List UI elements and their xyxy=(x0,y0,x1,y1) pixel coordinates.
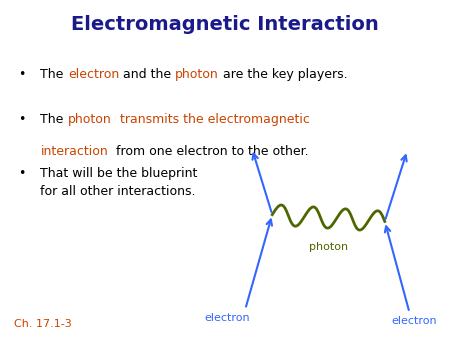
Text: The: The xyxy=(40,68,68,80)
Text: Electromagnetic Interaction: Electromagnetic Interaction xyxy=(71,15,379,34)
Text: That will be the blueprint
for all other interactions.: That will be the blueprint for all other… xyxy=(40,167,198,198)
Text: the other.: the other. xyxy=(244,145,309,158)
Text: •: • xyxy=(18,68,25,80)
Text: are the key players.: are the key players. xyxy=(219,68,347,80)
Text: The: The xyxy=(40,113,68,126)
Text: •: • xyxy=(18,167,25,180)
Text: •: • xyxy=(18,113,25,126)
Text: transmits the electromagnetic: transmits the electromagnetic xyxy=(112,113,310,126)
Text: Ch. 17.1-3: Ch. 17.1-3 xyxy=(14,318,71,329)
Text: photon: photon xyxy=(309,242,348,252)
Text: electron: electron xyxy=(391,316,437,326)
Text: photon: photon xyxy=(68,113,112,126)
Text: interaction: interaction xyxy=(40,145,108,158)
Text: electron: electron xyxy=(204,313,250,323)
Text: electron: electron xyxy=(68,68,119,80)
Text: and the: and the xyxy=(119,68,175,80)
Text: photon: photon xyxy=(175,68,219,80)
Text: from one electron to: from one electron to xyxy=(108,145,244,158)
